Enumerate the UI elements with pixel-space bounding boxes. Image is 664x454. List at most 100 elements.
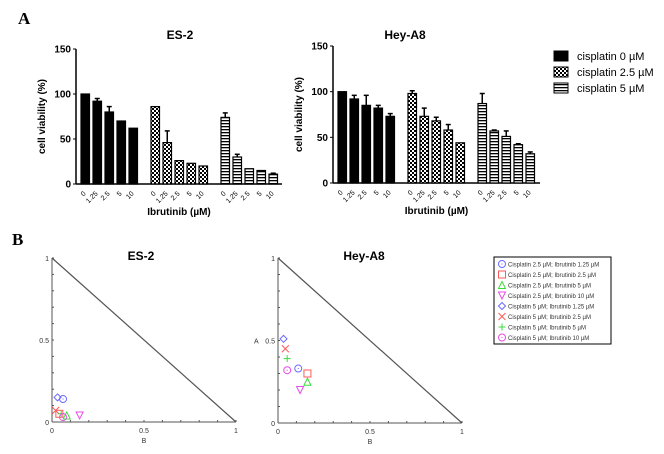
x-tick-label: 1.25 <box>225 190 240 205</box>
diamond-marker <box>497 301 507 311</box>
legend-label: Cisplatin 2.5 µM; Ibrutinib 10 µM <box>508 294 594 300</box>
x-tick-label: 0 <box>477 189 485 197</box>
x-tick-label: 1.25 <box>342 189 357 204</box>
triangle-marker <box>62 410 72 420</box>
x-marker <box>51 406 60 415</box>
isobologram-heya8: Hey-A8 00 0.5 0.5 1 1 B A <box>254 249 464 446</box>
x-marker <box>498 312 506 321</box>
bar <box>431 120 442 184</box>
x-tick-label: 5 <box>443 189 451 197</box>
diamond-marker <box>53 393 62 402</box>
x-marker <box>281 344 290 353</box>
x-tick-label: 1.25 <box>85 190 100 205</box>
legend-label: cisplatin 0 µM <box>577 51 644 63</box>
bar <box>116 120 127 185</box>
triangle-down-marker <box>497 291 507 301</box>
bar <box>385 115 396 184</box>
plus-marker <box>283 355 291 363</box>
bar <box>489 130 500 184</box>
x-axis-label: B <box>368 439 373 446</box>
diamond-marker <box>279 334 288 344</box>
bar <box>419 115 430 184</box>
chart-title: Hey-A8 <box>343 249 385 263</box>
y-tick-label: 1 <box>45 256 49 263</box>
bar <box>150 105 161 185</box>
circle-marker <box>59 413 68 422</box>
x-axis-label: Ibrutinib (µM) <box>405 206 469 217</box>
x-tick-label: 5 <box>373 189 381 197</box>
bar <box>443 129 454 184</box>
bar <box>407 92 418 184</box>
legend-label: cisplatin 2.5 µM <box>577 67 654 79</box>
legend-box <box>493 256 612 345</box>
y-axis-label: A <box>254 339 259 346</box>
x-tick-label: 0 <box>220 190 228 198</box>
circle-dot <box>286 369 288 371</box>
x-tick-label: 0.5 <box>365 429 375 436</box>
triangle-down-marker <box>295 386 305 395</box>
bar <box>128 127 139 185</box>
legend-label: Cisplatin 5 µM; Ibrutinib 10 µM <box>508 336 589 342</box>
x-axis-label: Ibrutinib (µM) <box>147 207 211 218</box>
panel-label-a: A <box>18 9 31 28</box>
bar <box>186 162 197 185</box>
y-tick-label: 1 <box>271 256 275 263</box>
chart-title: ES-2 <box>167 28 194 42</box>
bar <box>501 135 512 184</box>
y-tick-label: 100 <box>54 90 71 101</box>
additivity-line <box>51 257 237 423</box>
bar <box>104 111 115 185</box>
circle-dot <box>62 416 64 418</box>
triangle-marker <box>303 377 312 386</box>
bar <box>477 102 488 184</box>
x-tick-label: 0 <box>50 428 54 435</box>
x-tick-label: 10 <box>452 189 463 200</box>
bar <box>92 100 103 185</box>
circle-dot <box>62 398 64 400</box>
y-tick-label: 0 <box>271 421 275 428</box>
y-tick-label: 150 <box>311 42 328 53</box>
bar <box>268 173 279 185</box>
bar <box>198 165 209 185</box>
legend-label: Cisplatin 2.5 µM; Ibrutinib 1.25 µM <box>508 263 599 269</box>
bar <box>256 169 267 185</box>
x-tick-label: 0 <box>407 189 415 197</box>
bar <box>361 104 372 184</box>
x-tick-label: 2.5 <box>240 190 252 202</box>
circle-dot <box>297 367 299 370</box>
circle-marker <box>498 260 506 268</box>
x-tick-label: 1.25 <box>482 189 497 204</box>
x-tick-label: 2.5 <box>497 189 509 201</box>
x-tick-label: 10 <box>265 190 276 201</box>
triangle-marker <box>497 280 507 289</box>
x-tick-label: 2.5 <box>357 189 369 201</box>
y-tick-label: 0 <box>322 179 328 190</box>
bar <box>373 107 384 184</box>
legend-label: Cisplatin 2.5 µM; Ibrutinib 5 µM <box>508 284 591 290</box>
bar <box>220 116 231 185</box>
x-tick-label: 0 <box>150 190 158 198</box>
x-axis-label: B <box>142 438 147 445</box>
circle-marker <box>283 366 292 375</box>
x-tick-label: 5 <box>186 190 194 198</box>
x-tick-label: 0 <box>276 429 280 436</box>
bar <box>349 98 360 184</box>
x-tick-label: 1.25 <box>412 189 427 204</box>
circle-marker <box>294 364 303 373</box>
legend-label: Cisplatin 5 µM; Ibrutinib 2.5 µM <box>508 315 591 321</box>
plus-marker <box>498 323 506 331</box>
y-tick-label: 50 <box>317 133 329 144</box>
x-tick-label: 10 <box>195 190 206 201</box>
y-tick-label: 50 <box>60 135 72 146</box>
y-axis-label: cell viability (%) <box>294 77 305 152</box>
scatter-legend: Cisplatin 2.5 µM; Ibrutinib 1.25 µM Cispl… <box>493 256 612 345</box>
x-tick-label: 1 <box>460 429 464 436</box>
bar <box>244 168 255 185</box>
x-tick-label: 1 <box>234 428 238 435</box>
y-tick-label: 0.5 <box>265 339 275 346</box>
bar <box>232 156 243 185</box>
y-tick-label: 150 <box>54 45 71 56</box>
